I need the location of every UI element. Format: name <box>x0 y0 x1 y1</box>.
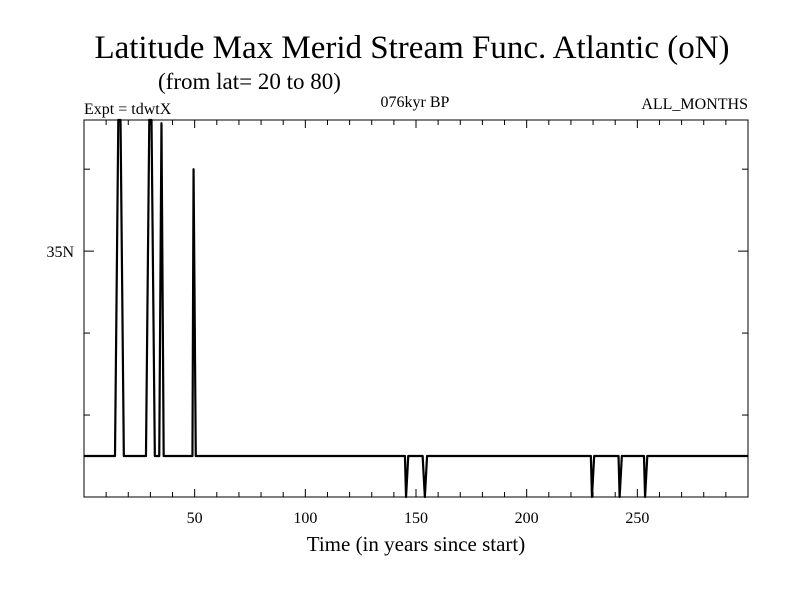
months-note: ALL_MONTHS <box>641 96 748 113</box>
series-line <box>84 118 748 499</box>
x-tick-label: 150 <box>404 510 428 527</box>
chart-title: Latitude Max Merid Stream Func. Atlantic… <box>94 30 729 66</box>
x-axis-ticks <box>105 120 727 497</box>
chart-subtitle: (from lat= 20 to 80) <box>158 69 341 94</box>
x-tick-label: 250 <box>625 510 649 527</box>
x-axis-tick-labels: 50 100 150 200 250 <box>187 510 650 527</box>
plot-frame <box>83 119 749 498</box>
period-note: 076kyr BP <box>381 94 450 111</box>
y-tick-label: 35N <box>46 244 74 261</box>
x-tick-label: 200 <box>515 510 539 527</box>
y-axis-ticks <box>84 168 748 416</box>
y-axis-tick-labels: 35N <box>46 244 74 261</box>
x-axis-label: Time (in years since start) <box>307 532 526 556</box>
x-tick-label: 100 <box>293 510 317 527</box>
x-tick-label: 50 <box>187 510 203 527</box>
experiment-note: Expt = tdwtX <box>84 101 172 118</box>
